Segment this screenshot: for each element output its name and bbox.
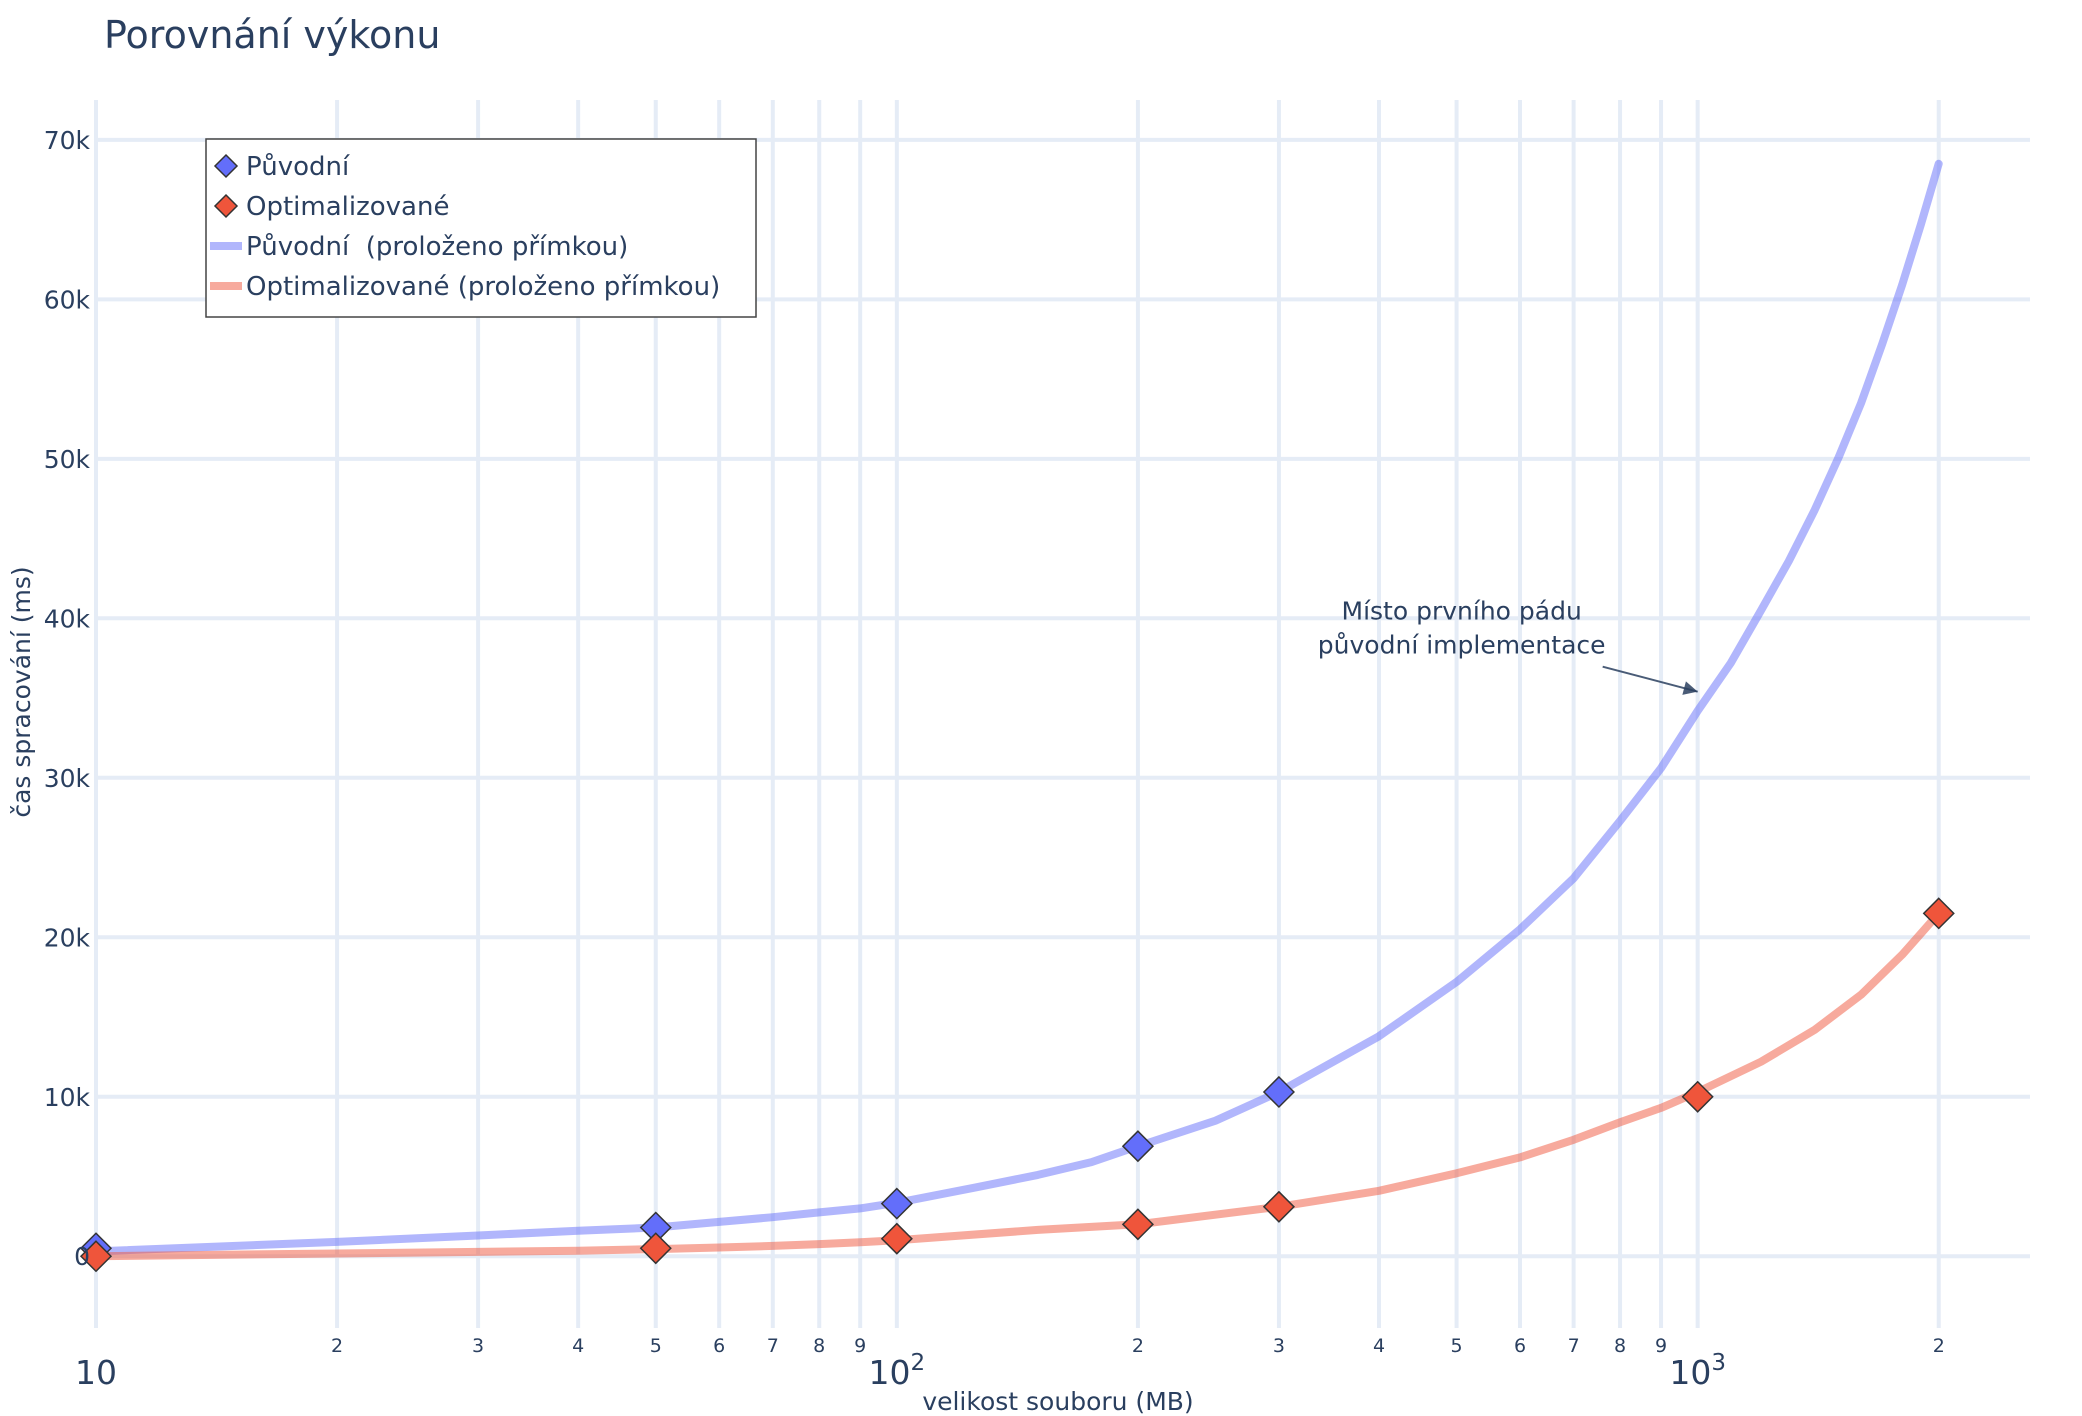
legend: Původní Optimalizované Původní (proloženo … — [205, 138, 757, 318]
x-minor-tick-label: 4 — [1373, 1335, 1385, 1357]
x-minor-tick-label: 9 — [854, 1335, 866, 1357]
x-minor-tick-label: 6 — [1514, 1335, 1526, 1357]
annotation-layer: Místo prvního pádu původní implementace — [1318, 597, 1698, 695]
y-tick-label: 50k — [44, 445, 91, 474]
y-tick-label: 20k — [44, 923, 91, 952]
x-minor-tick-label: 8 — [1614, 1335, 1626, 1357]
data-point — [880, 1222, 913, 1255]
y-tick-label: 0 — [74, 1242, 90, 1271]
legend-label: Původní — [246, 152, 350, 182]
annotation-text: Místo prvního pádu — [1342, 597, 1582, 626]
x-axis-title: velikost souboru (MB) — [922, 1387, 1193, 1416]
x-minor-tick-label: 5 — [650, 1335, 662, 1357]
data-point — [1121, 1208, 1154, 1241]
data-point — [79, 1240, 113, 1273]
x-minor-tick-label: 3 — [472, 1335, 484, 1357]
x-minor-tick-label: 6 — [713, 1335, 725, 1357]
x-minor-tick-label: 5 — [1451, 1335, 1463, 1357]
legend-label: Původní (proloženo přímkou) — [246, 232, 628, 262]
x-minor-tick-label: 7 — [767, 1335, 779, 1357]
annotation-arrow — [1602, 665, 1698, 693]
series-line — [92, 159, 1943, 1256]
y-tick-label: 40k — [44, 604, 91, 633]
x-major-tick-label: 103 — [1669, 1350, 1726, 1392]
legend-box — [205, 138, 757, 318]
annotation-text: původní implementace — [1318, 631, 1606, 660]
data-point — [1262, 1190, 1295, 1223]
x-minor-tick-label: 8 — [813, 1335, 825, 1357]
legend-label: Optimalizované (proloženo přímkou) — [246, 272, 720, 302]
x-minor-tick-label: 7 — [1568, 1335, 1580, 1357]
legend-marker-icon — [213, 193, 239, 219]
x-major-tick-label: 102 — [869, 1350, 926, 1392]
series-layer — [79, 159, 1955, 1273]
x-minor-tick-label: 2 — [331, 1335, 343, 1357]
legend-label: Optimalizované — [246, 192, 449, 222]
data-point — [1121, 1130, 1154, 1163]
y-axis-title: čas spracování (ms) — [7, 566, 36, 817]
x-minor-tick-label: 3 — [1273, 1335, 1285, 1357]
data-point — [1922, 897, 1955, 930]
y-tick-label: 10k — [44, 1083, 91, 1112]
data-point — [880, 1187, 913, 1220]
data-point — [1262, 1075, 1295, 1109]
data-point — [639, 1232, 672, 1265]
chart-title: Porovnání výkonu — [104, 13, 440, 57]
data-point — [1681, 1080, 1714, 1113]
x-minor-tick-label: 2 — [1132, 1335, 1144, 1357]
y-tick-label: 30k — [44, 764, 91, 793]
x-minor-tick-label: 9 — [1655, 1335, 1667, 1357]
x-minor-tick-label: 4 — [572, 1335, 584, 1357]
tick-labels: 0 10k 20k 30k 40k 50k 60k 70k 2 3 4 5 6 7 8 9 2 3 4 5 6 7 8 9 2 1… — [44, 126, 1945, 1392]
legend-marker-icon — [213, 153, 239, 179]
y-tick-label: 60k — [44, 285, 91, 314]
x-minor-tick-label: 2 — [1933, 1335, 1945, 1357]
y-tick-label: 70k — [44, 126, 91, 155]
annotation-arrowhead — [1682, 681, 1698, 695]
x-major-tick-label: 10 — [75, 1353, 117, 1392]
